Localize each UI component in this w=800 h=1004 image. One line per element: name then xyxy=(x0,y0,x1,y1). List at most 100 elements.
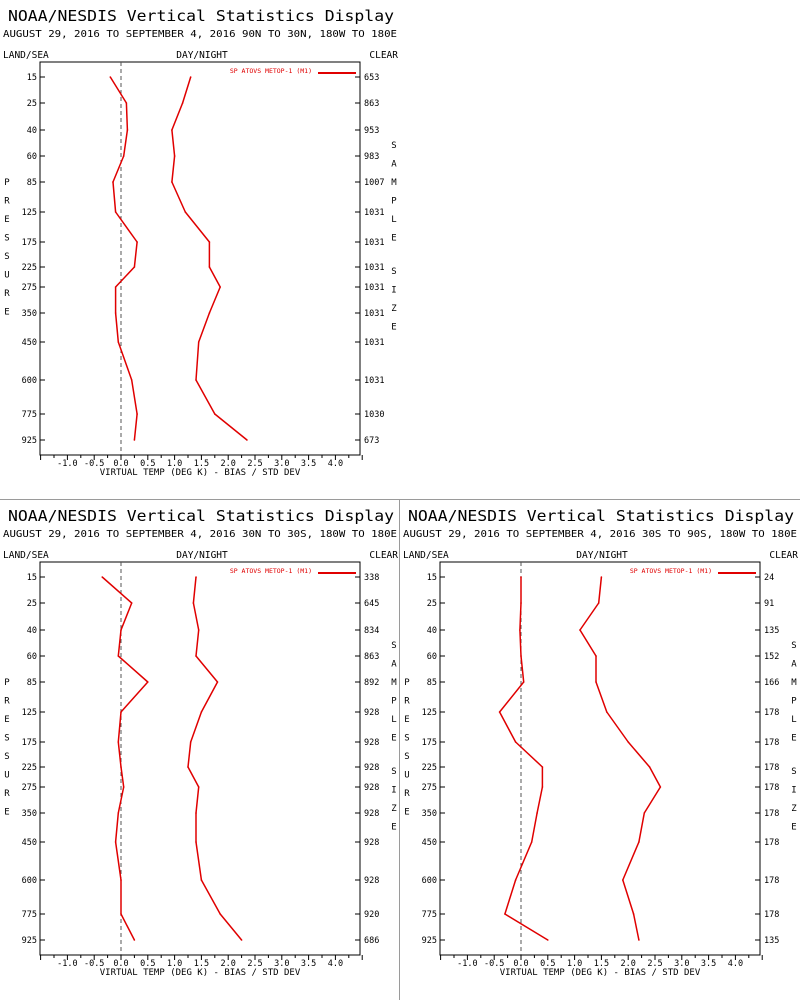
x-axis-label: VIRTUAL TEMP (DEG K) - BIAS / STD DEV xyxy=(500,968,701,978)
pressure-axis-letter: S xyxy=(4,734,9,744)
pressure-tick-label: 225 xyxy=(22,763,37,773)
sample-size-label: 178 xyxy=(764,910,779,920)
pressure-axis-letter: P xyxy=(4,178,10,188)
std-dev-point xyxy=(208,266,211,268)
bias-point xyxy=(109,76,112,78)
bias-point xyxy=(504,913,506,915)
sample-size-label: 178 xyxy=(764,876,779,886)
sample-size-label: 1007 xyxy=(364,178,384,188)
pressure-axis-letter: R xyxy=(4,789,10,799)
bias-point xyxy=(522,681,525,683)
bias-point xyxy=(130,602,133,604)
bias-point xyxy=(120,629,122,631)
sample-size-label: 928 xyxy=(364,738,379,748)
pressure-tick-label: 925 xyxy=(422,936,437,946)
std-dev-point xyxy=(197,786,200,788)
sample-size-axis-letter: P xyxy=(391,697,397,707)
std-dev-point xyxy=(216,681,219,683)
sample-size-label: 1031 xyxy=(364,238,384,248)
pressure-axis-letter: R xyxy=(4,697,10,707)
pressure-tick-label: 40 xyxy=(27,626,37,636)
bias-point xyxy=(514,879,517,881)
x-tick-label: 3.5 xyxy=(301,959,316,969)
std-dev-point xyxy=(632,913,635,915)
empty-panel xyxy=(400,0,800,499)
sample-size-label: 928 xyxy=(364,876,379,886)
bias-point xyxy=(133,266,136,268)
x-tick-label: 1.0 xyxy=(167,959,182,969)
bias-point xyxy=(519,629,521,631)
sample-size-label: 686 xyxy=(364,936,379,946)
pressure-tick-label: 350 xyxy=(22,309,37,319)
pressure-tick-label: 125 xyxy=(22,708,37,718)
pressure-axis-letter: E xyxy=(4,308,9,318)
x-tick-label: 0.5 xyxy=(140,959,155,969)
x-tick-label: 4.0 xyxy=(328,959,343,969)
bias-point xyxy=(120,711,122,713)
x-tick-label: 1.5 xyxy=(194,959,209,969)
bias-point xyxy=(117,341,120,343)
x-tick-label: -1.0 xyxy=(57,459,77,469)
x-tick-label: -0.5 xyxy=(84,959,104,969)
std-dev-point xyxy=(173,155,176,157)
bias-point xyxy=(514,741,517,743)
x-tick-label: -1.0 xyxy=(457,959,477,969)
std-dev-point xyxy=(195,841,197,843)
sample-size-label: 135 xyxy=(764,626,779,636)
bias-line xyxy=(498,577,549,941)
plot-frame xyxy=(39,61,361,456)
plot-frame xyxy=(439,561,761,956)
sample-size-axis-letter: A xyxy=(391,660,397,670)
std-dev-line xyxy=(171,76,248,441)
pressure-tick-label: 175 xyxy=(22,738,37,748)
sample-size-axis-letter: Z xyxy=(391,804,397,814)
pressure-axis-letter: R xyxy=(4,289,10,299)
std-dev-point xyxy=(595,681,597,683)
sample-size-axis-letter: S xyxy=(391,267,396,277)
sample-size-label: 645 xyxy=(364,599,379,609)
sample-size-label: 1031 xyxy=(364,309,384,319)
pressure-axis-letter: E xyxy=(404,715,409,725)
bias-point xyxy=(536,812,538,814)
x-axis-label: VIRTUAL TEMP (DEG K) - BIAS / STD DEV xyxy=(100,468,301,478)
clear-label: CLEAR xyxy=(369,550,398,561)
std-dev-point xyxy=(240,939,243,941)
pressure-tick-label: 175 xyxy=(422,738,437,748)
clear-label: CLEAR xyxy=(769,550,798,561)
pressure-tick-label: 60 xyxy=(27,152,37,162)
pressure-axis-letter: S xyxy=(404,752,409,762)
bias-point xyxy=(117,812,120,814)
horizontal-divider xyxy=(0,499,800,500)
x-tick-label: -0.5 xyxy=(84,459,104,469)
std-dev-point xyxy=(171,181,173,183)
std-dev-point xyxy=(197,341,200,343)
std-dev-point xyxy=(189,741,192,743)
sample-size-axis-letter: M xyxy=(391,178,397,188)
std-dev-point xyxy=(195,379,197,381)
bias-point xyxy=(541,786,544,788)
chart-subtitle: AUGUST 29, 2016 TO SEPTEMBER 4, 2016 30S… xyxy=(403,529,797,540)
std-dev-line xyxy=(579,576,662,941)
pressure-tick-label: 125 xyxy=(22,208,37,218)
vertical-divider xyxy=(399,500,400,1000)
chart-panel-30n-30s: NOAA/NESDIS Vertical Statistics Display A… xyxy=(0,500,400,1000)
sample-size-axis-letter: M xyxy=(391,678,397,688)
std-dev-point xyxy=(184,211,187,213)
pressure-axis-letter: P xyxy=(404,678,410,688)
pressure-tick-label: 15 xyxy=(27,573,37,583)
bias-point xyxy=(498,711,501,713)
pressure-tick-label: 40 xyxy=(427,626,437,636)
std-dev-point xyxy=(622,879,624,881)
pressure-axis-letter: U xyxy=(404,771,409,781)
sample-size-label: 928 xyxy=(364,763,379,773)
day-night-label: DAY/NIGHT xyxy=(176,50,228,61)
chart-panel-30s-90s: NOAA/NESDIS Vertical Statistics Display A… xyxy=(400,500,800,1000)
bias-point xyxy=(126,129,129,131)
x-tick-label: 1.5 xyxy=(594,959,609,969)
sample-size-axis-letter: E xyxy=(391,323,396,333)
std-dev-point xyxy=(181,102,184,104)
x-tick-label: 2.5 xyxy=(247,959,262,969)
pressure-tick-label: 350 xyxy=(22,809,37,819)
bias-point xyxy=(101,576,104,578)
pressure-axis-letter: R xyxy=(404,697,410,707)
